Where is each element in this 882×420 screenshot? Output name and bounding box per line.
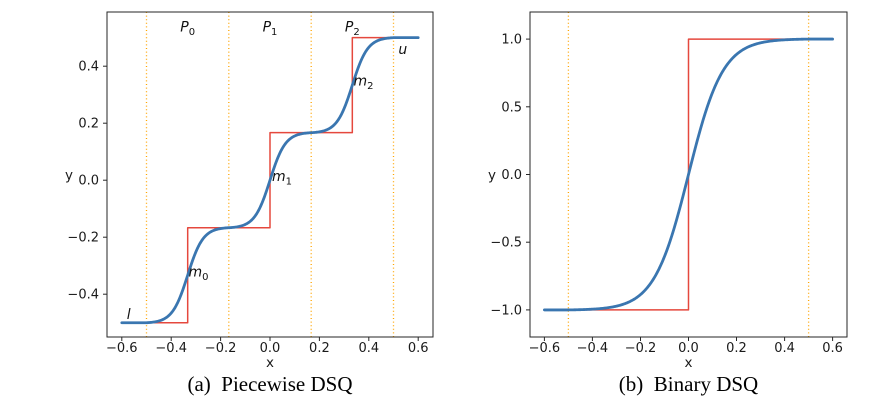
y-tick-label: 0.2	[78, 117, 99, 132]
x-tick-label: 0.4	[358, 341, 379, 356]
annotation-l: l	[127, 307, 131, 323]
y-tick-label: 0.4	[78, 60, 99, 75]
x-tick-label: −0.6	[106, 341, 138, 356]
annotation-m2: m2	[354, 73, 374, 92]
y-tick-label: −1.0	[490, 303, 522, 318]
x-tick-label: −0.6	[529, 341, 561, 356]
annotation-m1: m1	[272, 169, 292, 188]
caption-piecewise-dsq: (a) Piecewise DSQ	[187, 372, 353, 396]
x-tick-label: −0.4	[577, 341, 609, 356]
y-tick-label: 0.0	[501, 168, 522, 183]
annotation-P2: P2	[345, 19, 360, 38]
y-tick-label: −0.2	[67, 231, 99, 246]
x-tick-label: 0.4	[774, 341, 795, 356]
dsq-curve	[543, 37, 834, 312]
x-tick-label: 0.0	[678, 341, 699, 356]
annotation-P0: P0	[180, 19, 195, 38]
y-axis-label: y	[65, 168, 73, 184]
y-tick-label: 1.0	[501, 33, 522, 48]
x-axis-label: x	[266, 355, 274, 371]
x-tick-label: 0.2	[726, 341, 747, 356]
annotation-m0: m0	[189, 264, 209, 283]
piecewise-dsq-plot: −0.6 −0.4 −0.2 0.0 0.2 0.4 0.6 −0.4 −0.2 0.0 0.2 0.…	[65, 11, 434, 371]
annotation-u: u	[398, 42, 407, 58]
y-axis-label: y	[488, 168, 496, 184]
x-tick-label: −0.4	[155, 341, 187, 356]
x-tick-label: −0.2	[205, 341, 237, 356]
dsq-curve	[120, 36, 420, 325]
x-tick-label: −0.2	[625, 341, 657, 356]
x-tick-label: 0.6	[822, 341, 843, 356]
annotation-P1: P1	[263, 19, 278, 38]
y-tick-label: −0.4	[67, 288, 99, 303]
y-tick-label: −0.5	[490, 236, 522, 251]
x-tick-label: 0.2	[309, 341, 330, 356]
caption-binary-dsq: (b) Binary DSQ	[618, 372, 759, 396]
binary-dsq-plot: −0.6 −0.4 −0.2 0.0 0.2 0.4 0.6 −1.0 −0.5 0.0 0.5 1.…	[488, 11, 848, 371]
y-tick-label: 0.0	[78, 174, 99, 189]
y-tick-label: 0.5	[501, 100, 522, 115]
x-tick-label: 0.0	[260, 341, 281, 356]
x-axis-label: x	[685, 355, 693, 371]
x-tick-label: 0.6	[408, 341, 429, 356]
